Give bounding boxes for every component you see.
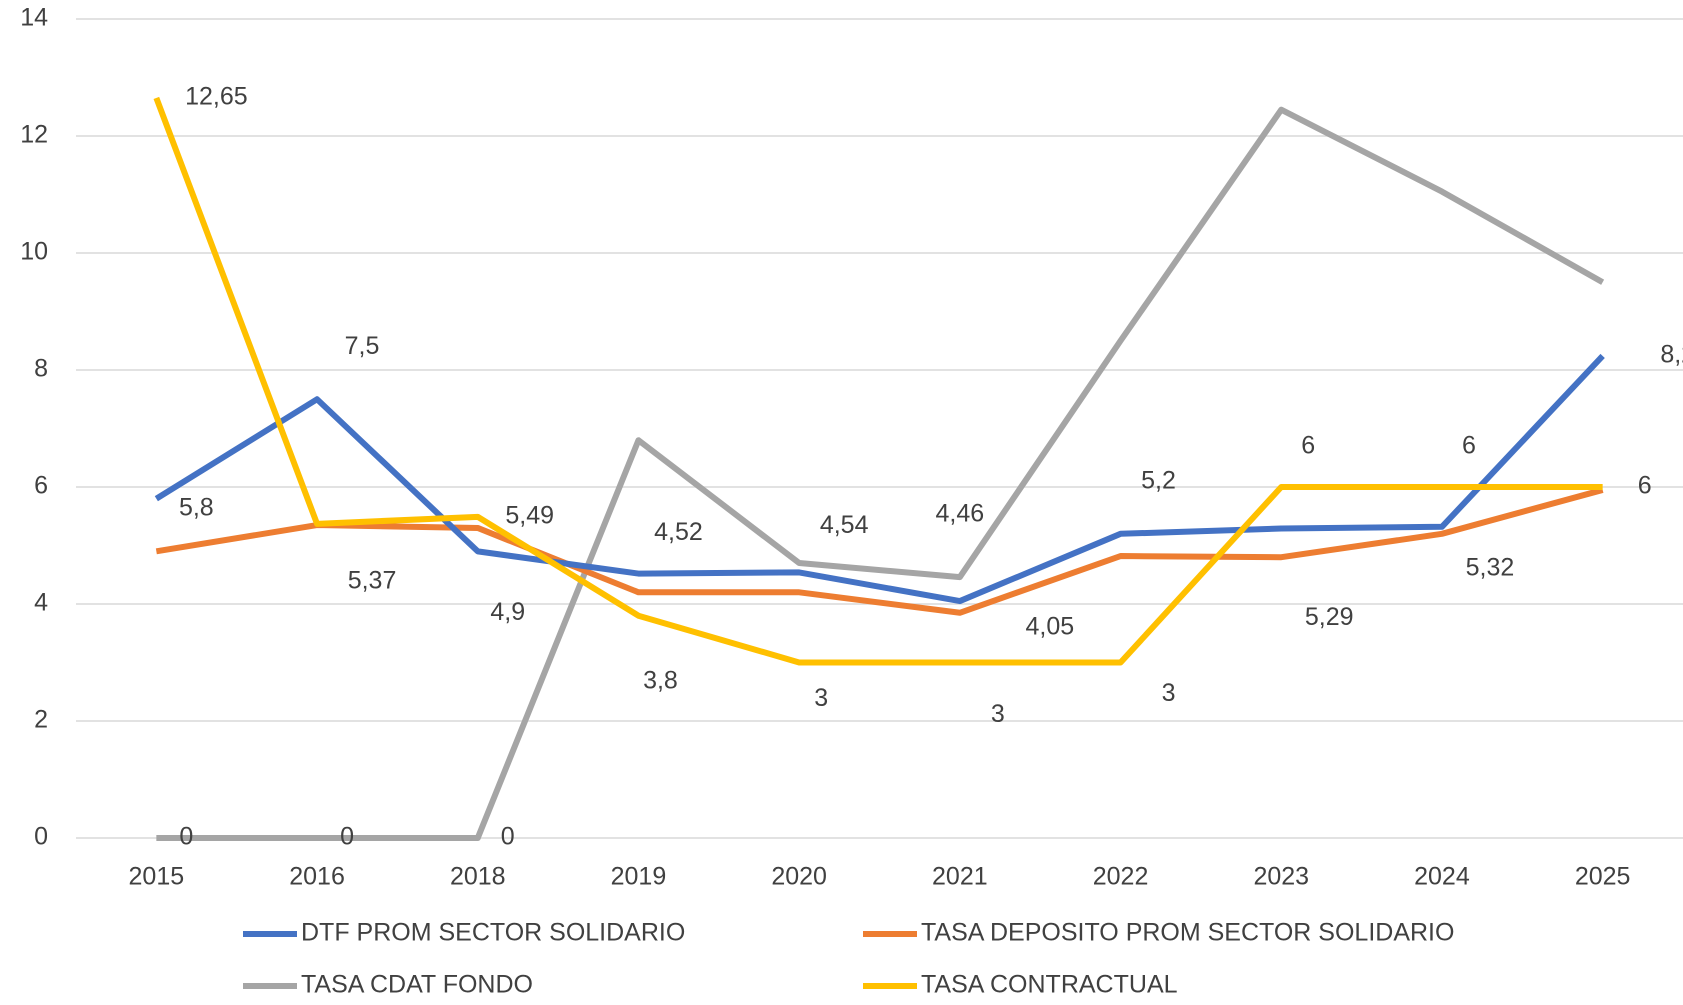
x-tick-label: 2020: [771, 863, 827, 891]
y-tick-label: 8: [34, 355, 48, 383]
y-tick-label: 12: [20, 121, 48, 149]
x-tick-label: 2024: [1414, 863, 1470, 891]
y-tick-label: 6: [34, 472, 48, 500]
legend-label: DTF PROM SECTOR SOLIDARIO: [301, 919, 685, 947]
series-line: [155, 487, 1604, 616]
y-tick-label: 14: [20, 4, 48, 32]
series-line: [156, 106, 1605, 841]
x-tick-label: 2022: [1093, 863, 1149, 891]
data-label: 5,29: [1305, 603, 1354, 631]
data-label: 6: [1462, 432, 1476, 460]
legend-label: TASA CONTRACTUAL: [921, 971, 1178, 999]
data-label: 5,37: [348, 566, 397, 594]
data-label: 4,46: [936, 500, 985, 528]
x-tick-label: 2018: [450, 863, 506, 891]
x-tick-label: 2016: [289, 863, 345, 891]
data-label: 0: [501, 823, 515, 851]
series-line: [153, 96, 1603, 666]
legend-label: TASA DEPOSITO PROM SECTOR SOLIDARIO: [921, 919, 1454, 947]
data-label: 0: [179, 823, 193, 851]
x-tick-label: 2019: [611, 863, 667, 891]
data-label: 6: [1638, 472, 1652, 500]
data-label: 5,32: [1466, 553, 1515, 581]
data-label: 5,49: [505, 501, 554, 529]
data-label: 3,8: [643, 666, 678, 694]
data-label: 5,2: [1141, 466, 1176, 494]
data-label: 3: [814, 684, 828, 712]
y-tick-label: 2: [34, 706, 48, 734]
data-label: 8,24: [1660, 341, 1683, 369]
data-label: 3: [1162, 679, 1176, 707]
y-tick-label: 10: [20, 238, 48, 266]
data-label: 4,54: [820, 511, 869, 539]
data-label: 4,05: [1026, 613, 1075, 641]
data-label: 7,5: [345, 332, 380, 360]
y-tick-label: 4: [34, 589, 48, 617]
data-label: 4,52: [654, 518, 703, 546]
x-tick-label: 2025: [1575, 863, 1631, 891]
data-label: 0: [340, 823, 354, 851]
y-tick-label: 0: [34, 823, 48, 851]
data-label: 12,65: [185, 83, 248, 111]
legend-label: TASA CDAT FONDO: [301, 971, 533, 999]
data-label: 3: [991, 700, 1005, 728]
x-tick-label: 2021: [932, 863, 988, 891]
data-label: 6: [1301, 432, 1315, 460]
series-line: [154, 353, 1605, 605]
x-tick-label: 2023: [1253, 863, 1309, 891]
data-label: 5,8: [179, 493, 214, 521]
data-label: 4,9: [490, 598, 525, 626]
x-tick-label: 2015: [129, 863, 185, 891]
